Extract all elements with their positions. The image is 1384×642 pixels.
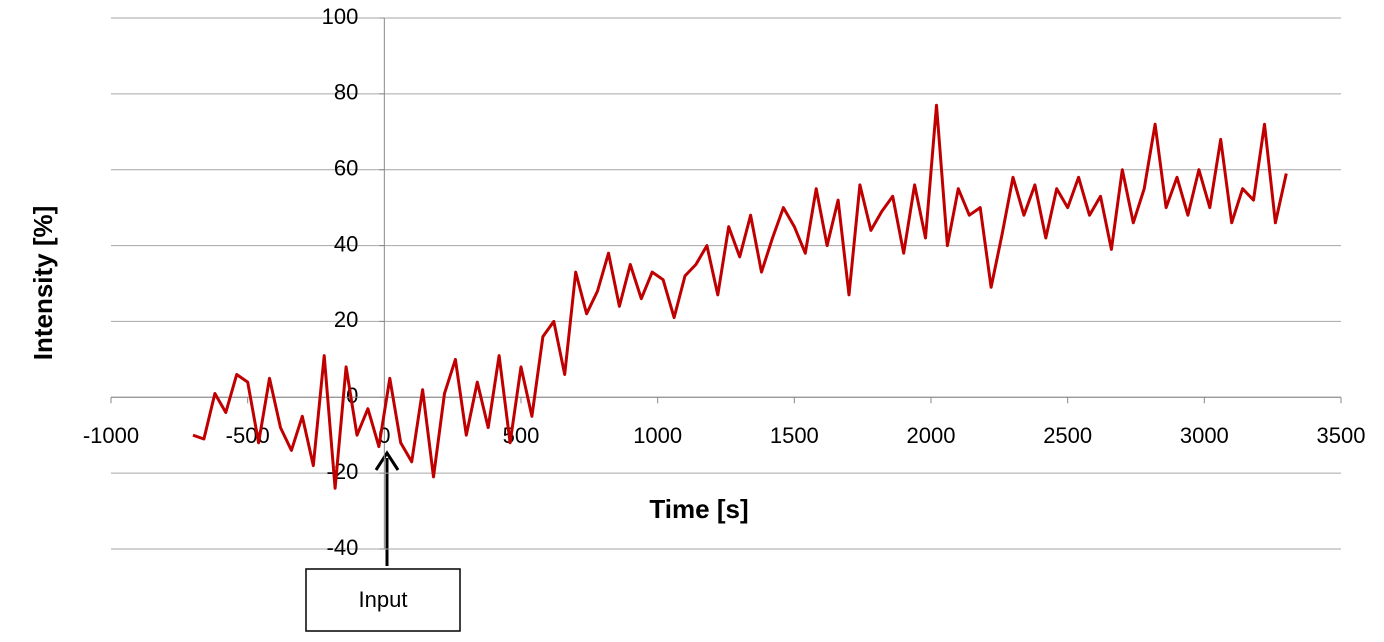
y-axis-title: Intensity [%] bbox=[28, 206, 58, 361]
y-tick-label: 20 bbox=[334, 307, 358, 332]
x-tick-label: -500 bbox=[226, 423, 270, 448]
x-tick-label: -1000 bbox=[83, 423, 139, 448]
annotation-text: Input bbox=[359, 587, 408, 612]
y-tick-label: 100 bbox=[322, 4, 359, 29]
data-line bbox=[192, 103, 1288, 490]
x-tick-label: 3000 bbox=[1180, 423, 1229, 448]
x-tick-label: 1000 bbox=[633, 423, 682, 448]
x-tick-label: 1500 bbox=[770, 423, 819, 448]
x-tick-label: 3500 bbox=[1317, 423, 1366, 448]
annotation-arrowhead bbox=[374, 450, 400, 471]
x-axis-title: Time [s] bbox=[649, 494, 748, 524]
annotation-box bbox=[305, 568, 461, 632]
y-tick-label: -20 bbox=[327, 459, 359, 484]
y-tick-label: 40 bbox=[334, 231, 358, 256]
x-tick-label: 2500 bbox=[1043, 423, 1092, 448]
y-tick-label: -40 bbox=[327, 535, 359, 560]
x-tick-label: 2000 bbox=[907, 423, 956, 448]
y-tick-label: 80 bbox=[334, 80, 358, 105]
y-tick-label: 60 bbox=[334, 156, 358, 181]
